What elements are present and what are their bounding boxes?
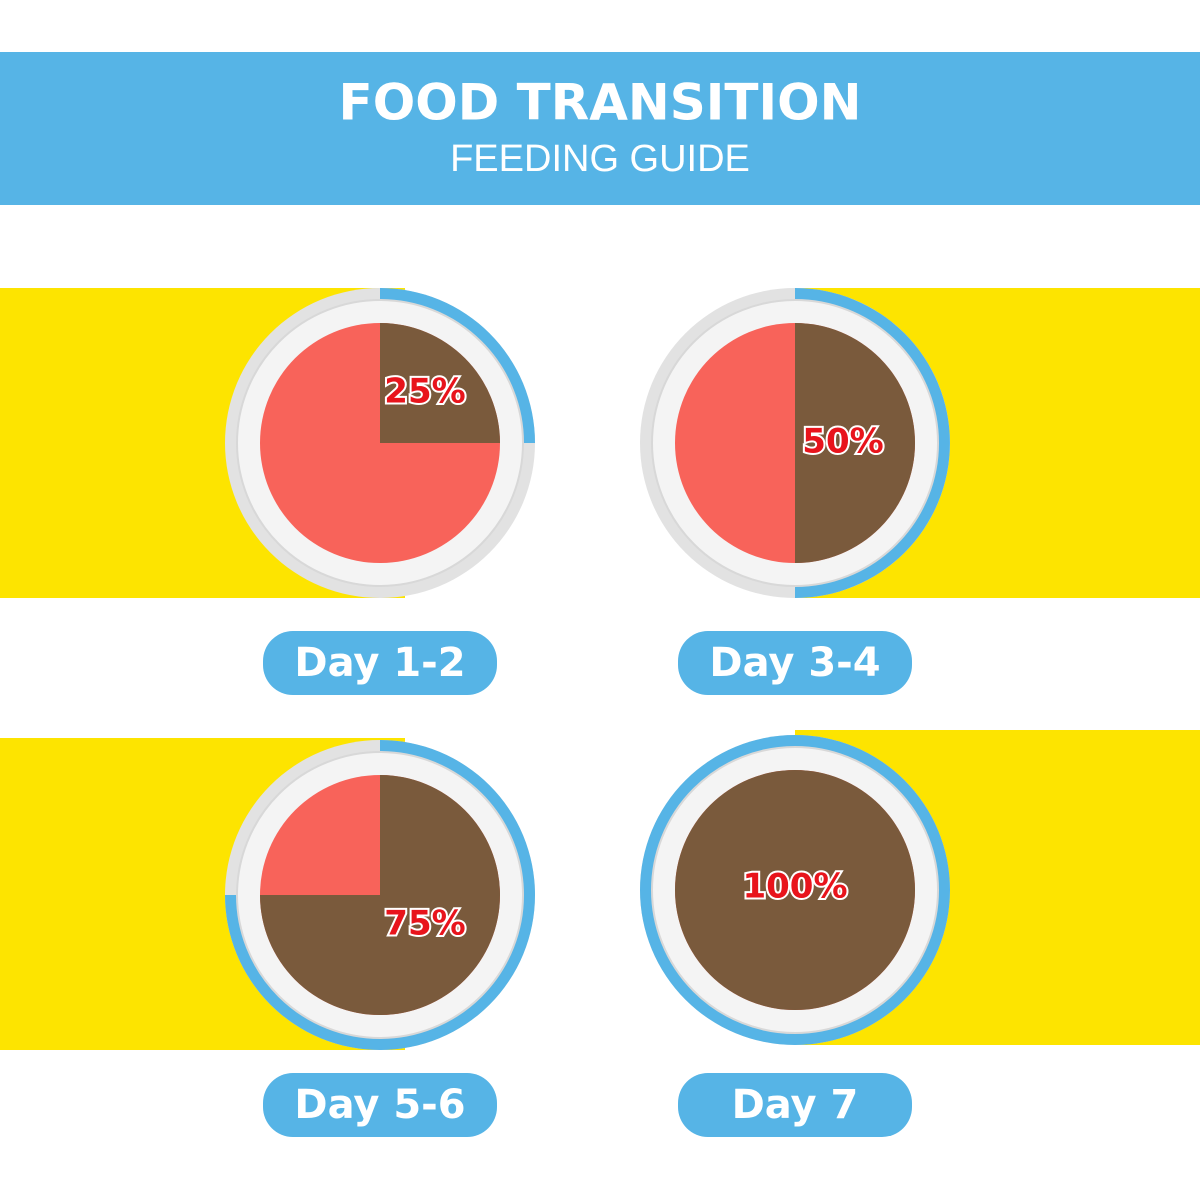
- day-pill: [678, 1073, 912, 1137]
- day-pill: [678, 631, 912, 695]
- day-label: Day 3-4: [709, 640, 880, 686]
- new-food: [795, 323, 915, 563]
- title: FOOD TRANSITION: [339, 74, 862, 132]
- new-food: [260, 775, 500, 1015]
- percent-label: 75%: [384, 904, 465, 944]
- day-label: Day 7: [732, 1082, 859, 1128]
- header-band: [0, 52, 1200, 205]
- new-food: [380, 323, 500, 443]
- percent-label: 50%: [802, 422, 883, 462]
- day-label: Day 5-6: [294, 1082, 465, 1128]
- percent-label: 25%: [384, 372, 465, 412]
- day-label: Day 1-2: [294, 640, 465, 686]
- day-pill: [263, 1073, 497, 1137]
- percent-label: 100%: [742, 867, 847, 907]
- day-pill: [263, 631, 497, 695]
- new-food: [675, 770, 915, 1010]
- subtitle: FEEDING GUIDE: [450, 138, 750, 180]
